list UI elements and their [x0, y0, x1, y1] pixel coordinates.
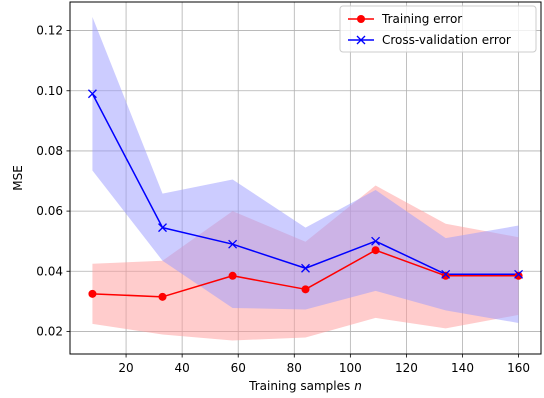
x-axis-label-variable: n: [354, 379, 362, 393]
x-tick-label: 140: [451, 361, 474, 375]
data-point: [228, 239, 238, 249]
x-tick-label: 20: [118, 361, 133, 375]
data-point: [301, 263, 310, 273]
data-point: [441, 269, 451, 279]
x-tick-label: 40: [175, 361, 190, 375]
x-axis-label: Training samples n: [248, 379, 362, 393]
legend: Training error Cross-validation error: [339, 5, 537, 53]
marker-stroke: [228, 239, 238, 249]
x-tick-label: 100: [339, 361, 362, 375]
marker-stroke: [158, 223, 167, 233]
legend-label: Cross-validation error: [382, 33, 511, 47]
y-tick-label: 0.08: [36, 144, 63, 158]
y-tick-label: 0.10: [36, 84, 63, 98]
data-point: [301, 285, 310, 294]
x-axis-ticks: 20 40 60 80 100 120 140 160: [118, 354, 530, 375]
marker-stroke: [371, 236, 381, 246]
data-point: [441, 271, 450, 280]
data-point: [87, 89, 97, 99]
marker-stroke: [441, 269, 451, 279]
plot-frame: [69, 1, 542, 355]
y-axis-ticks: 0.02 0.04 0.06 0.08 0.10 0.12: [36, 24, 70, 338]
legend-label: Training error: [381, 12, 462, 26]
data-point: [88, 289, 97, 298]
x-axis-label-text: Training samples: [248, 379, 350, 393]
data-point: [371, 236, 381, 246]
legend-marker: [356, 35, 366, 45]
series-markers: [87, 89, 524, 301]
x-tick-label: 160: [507, 361, 530, 375]
data-point: [514, 269, 524, 279]
y-tick-label: 0.06: [36, 204, 63, 218]
data-point: [228, 271, 237, 280]
marker-stroke: [301, 263, 310, 273]
x-tick-label: 80: [287, 361, 302, 375]
data-point: [514, 271, 523, 280]
legend-marker: [357, 15, 365, 23]
marker-stroke: [87, 89, 97, 99]
error-band-series-2: [92, 17, 519, 324]
data-point: [158, 292, 167, 301]
y-axis-label: MSE: [11, 165, 25, 191]
error-bands: [92, 17, 519, 341]
y-tick-label: 0.04: [36, 264, 63, 278]
y-tick-label: 0.02: [36, 324, 63, 338]
marker-stroke: [514, 269, 524, 279]
legend-box: [339, 5, 537, 53]
x-tick-label: 120: [395, 361, 418, 375]
data-point: [371, 246, 380, 255]
x-tick-label: 60: [231, 361, 246, 375]
data-point: [158, 223, 167, 233]
y-tick-label: 0.12: [36, 24, 63, 38]
